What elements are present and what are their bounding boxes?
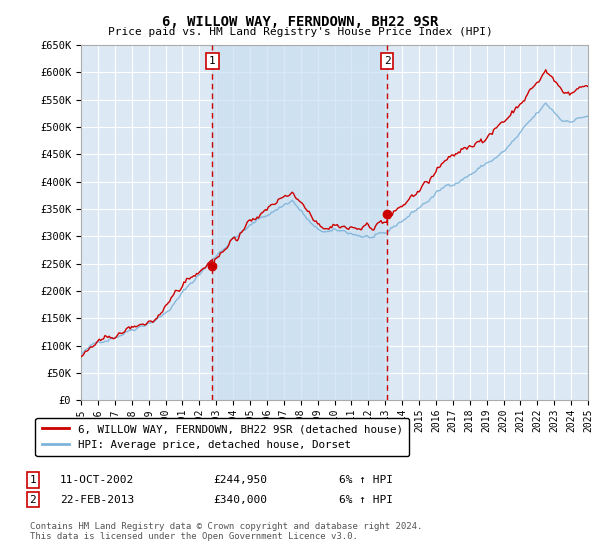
Bar	[212, 45, 387, 400]
Legend: 6, WILLOW WAY, FERNDOWN, BH22 9SR (detached house), HPI: Average price, detached: 6, WILLOW WAY, FERNDOWN, BH22 9SR (detac…	[35, 418, 409, 456]
Text: 6% ↑ HPI: 6% ↑ HPI	[339, 475, 393, 485]
Text: Contains HM Land Registry data © Crown copyright and database right 2024.
This d: Contains HM Land Registry data © Crown c…	[30, 522, 422, 542]
Text: £340,000: £340,000	[213, 494, 267, 505]
Text: 2: 2	[384, 56, 391, 66]
Text: 1: 1	[209, 56, 216, 66]
Text: 1: 1	[29, 475, 37, 485]
Text: 2: 2	[29, 494, 37, 505]
Text: 6, WILLOW WAY, FERNDOWN, BH22 9SR: 6, WILLOW WAY, FERNDOWN, BH22 9SR	[162, 15, 438, 29]
Text: Price paid vs. HM Land Registry's House Price Index (HPI): Price paid vs. HM Land Registry's House …	[107, 27, 493, 37]
Text: 11-OCT-2002: 11-OCT-2002	[60, 475, 134, 485]
Text: 22-FEB-2013: 22-FEB-2013	[60, 494, 134, 505]
Text: 6% ↑ HPI: 6% ↑ HPI	[339, 494, 393, 505]
Text: £244,950: £244,950	[213, 475, 267, 485]
